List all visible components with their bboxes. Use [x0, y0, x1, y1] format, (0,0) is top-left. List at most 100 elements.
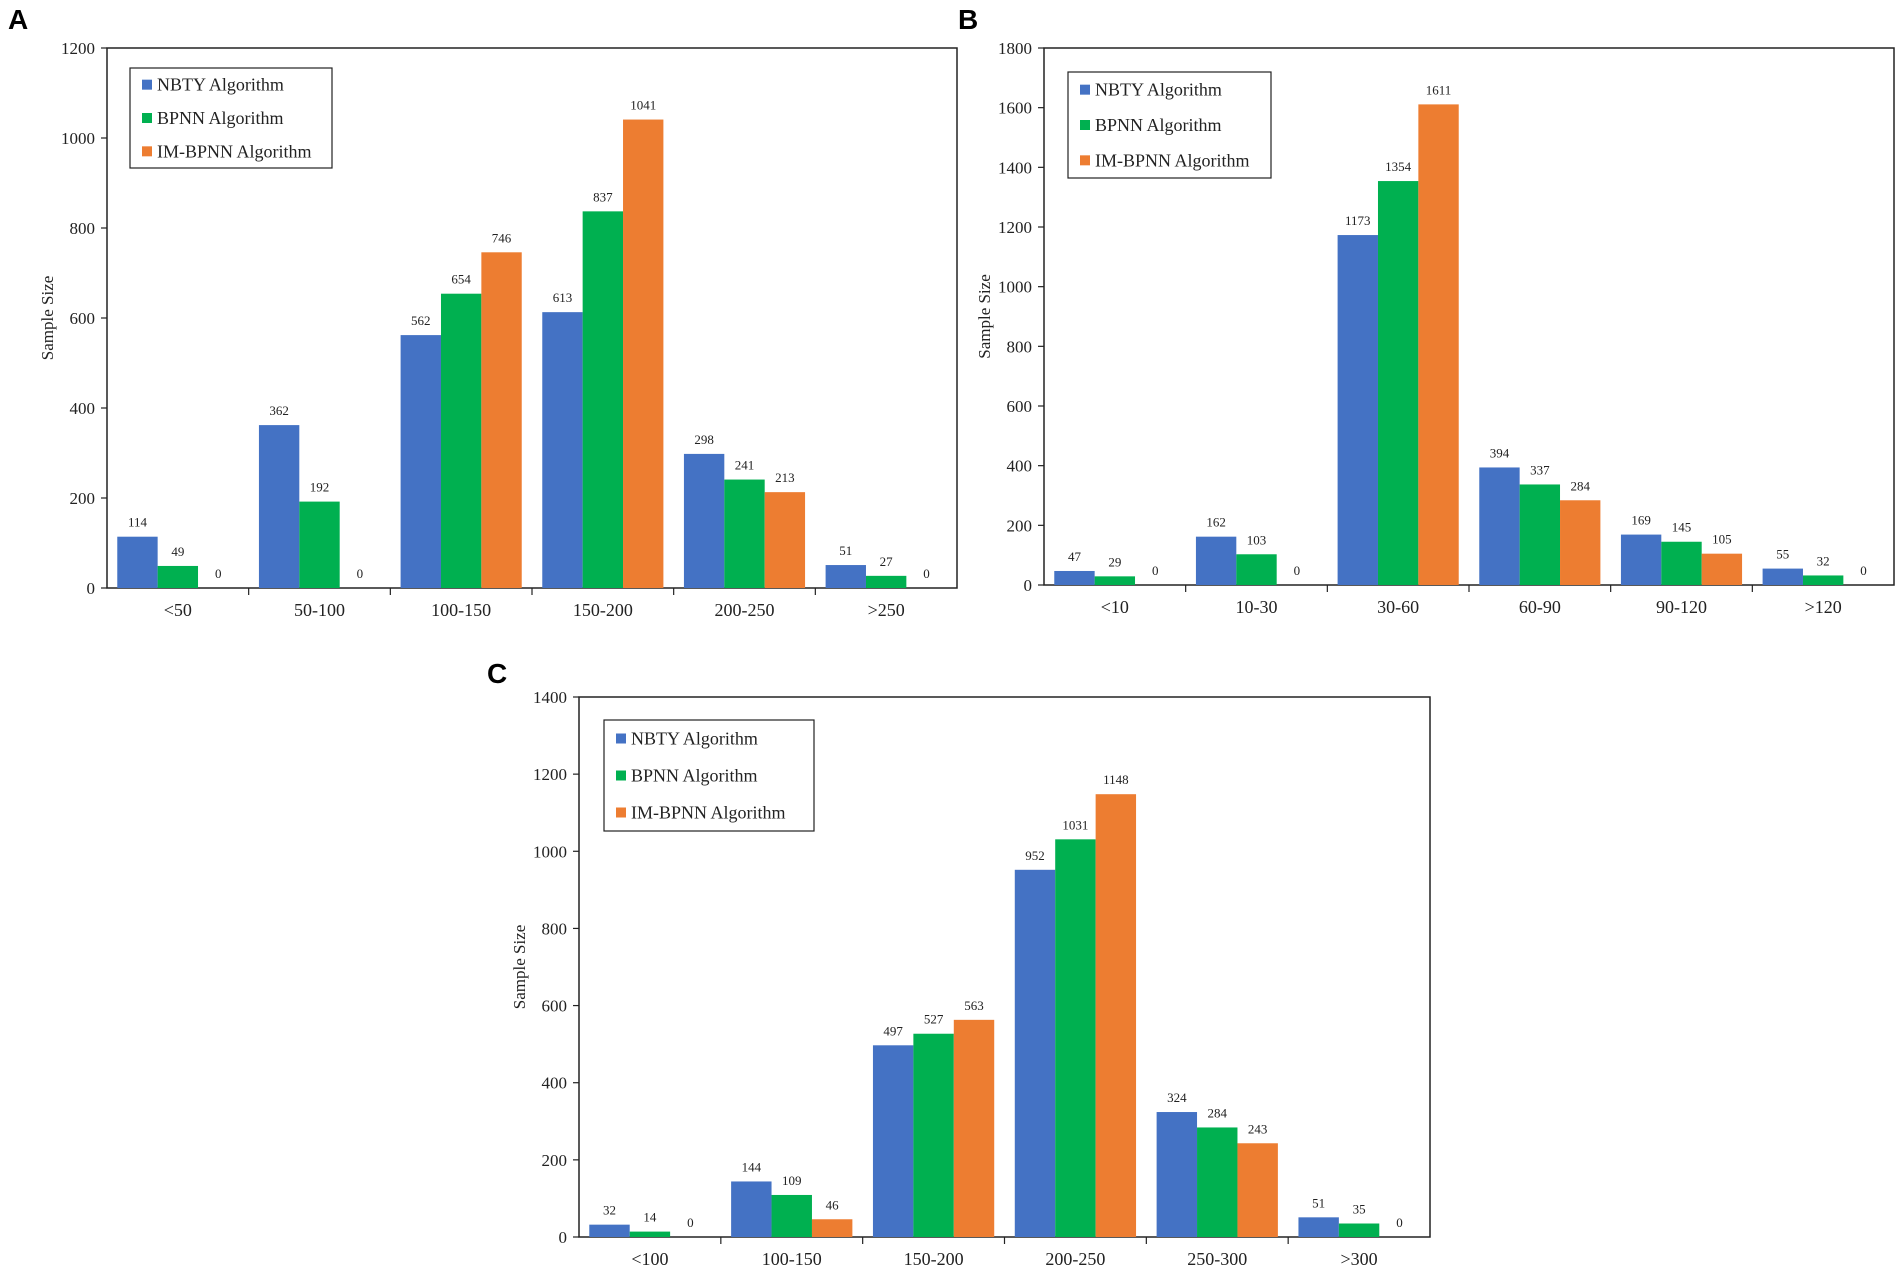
- data-label: 241: [735, 458, 755, 473]
- bar-bpnn-algorithm: [157, 565, 199, 588]
- bar-im-bpnn-algorithm: [481, 252, 522, 589]
- data-label: 32: [603, 1203, 616, 1218]
- bar-bpnn-algorithm: [1197, 1127, 1238, 1237]
- data-label: 0: [1152, 563, 1159, 578]
- bar-nbty-algorithm: [258, 425, 300, 588]
- data-label: 362: [269, 403, 289, 418]
- bar-bpnn-algorithm: [1661, 541, 1702, 585]
- x-tick-label: 90-120: [1656, 597, 1707, 617]
- y-tick-label: 200: [1007, 516, 1033, 535]
- legend-swatch: [616, 807, 626, 818]
- legend-swatch: [1080, 155, 1090, 166]
- legend-box: [129, 67, 333, 169]
- legend-label: IM-BPNN Algorithm: [1095, 150, 1250, 170]
- panel-letter-c: C: [487, 658, 508, 689]
- bar-im-bpnn-algorithm: [623, 119, 664, 589]
- y-tick-label: 600: [70, 309, 96, 328]
- y-tick-label: 1400: [998, 158, 1032, 177]
- bar-bpnn-algorithm: [1519, 484, 1561, 585]
- y-tick-label: 0: [1024, 576, 1033, 595]
- data-label: 243: [1248, 1121, 1268, 1136]
- bar-nbty-algorithm: [1620, 534, 1662, 585]
- data-label: 654: [451, 272, 471, 287]
- bar-bpnn-algorithm: [1377, 181, 1419, 585]
- bar-nbty-algorithm: [872, 1045, 914, 1237]
- bar-nbty-algorithm: [542, 312, 583, 588]
- data-label: 1354: [1385, 159, 1412, 174]
- x-tick-label: 150-200: [904, 1249, 964, 1269]
- data-label: 298: [694, 432, 714, 447]
- bar-bpnn-algorithm: [1338, 1223, 1380, 1237]
- bar-nbty-algorithm: [1195, 536, 1237, 585]
- data-label: 51: [839, 543, 852, 558]
- bar-bpnn-algorithm: [865, 575, 907, 588]
- y-tick-label: 0: [87, 579, 96, 598]
- data-label: 1611: [1426, 82, 1452, 97]
- legend-label: IM-BPNN Algorithm: [157, 141, 312, 161]
- y-tick-label: 1400: [533, 688, 567, 707]
- x-tick-label: >120: [1805, 597, 1842, 617]
- data-label: 613: [553, 290, 573, 305]
- data-label: 563: [964, 998, 984, 1013]
- bar-bpnn-algorithm: [629, 1231, 671, 1237]
- y-axis-label: Sample Size: [38, 276, 57, 361]
- legend-swatch: [616, 770, 626, 781]
- bar-im-bpnn-algorithm: [811, 1219, 853, 1237]
- y-tick-label: 1600: [998, 99, 1032, 118]
- data-label: 55: [1776, 547, 1789, 562]
- bar-nbty-algorithm: [731, 1181, 772, 1237]
- bar-nbty-algorithm: [1762, 568, 1803, 585]
- legend-swatch: [616, 733, 626, 744]
- bar-bpnn-algorithm: [299, 501, 340, 588]
- y-tick-label: 1000: [998, 278, 1032, 297]
- legend-swatch: [142, 146, 152, 157]
- bar-nbty-algorithm: [1479, 467, 1520, 585]
- legend-label: BPNN Algorithm: [631, 766, 758, 786]
- bar-nbty-algorithm: [1156, 1112, 1198, 1237]
- legend-swatch: [142, 113, 152, 123]
- data-label: 952: [1025, 848, 1045, 863]
- bar-im-bpnn-algorithm: [1418, 104, 1459, 585]
- data-label: 0: [1860, 563, 1867, 578]
- y-tick-label: 200: [70, 489, 96, 508]
- bar-bpnn-algorithm: [1094, 576, 1136, 585]
- x-tick-label: 200-250: [715, 600, 775, 620]
- x-tick-label: 10-30: [1236, 597, 1278, 617]
- bar-bpnn-algorithm: [724, 479, 765, 588]
- panel-letter-b: B: [958, 4, 979, 35]
- data-label: 144: [742, 1159, 762, 1174]
- data-label: 0: [687, 1215, 694, 1230]
- bar-bpnn-algorithm: [1055, 839, 1096, 1237]
- y-tick-label: 800: [542, 919, 568, 938]
- bar-nbty-algorithm: [400, 335, 441, 588]
- y-tick-label: 1200: [998, 218, 1032, 237]
- data-label: 29: [1108, 554, 1121, 569]
- y-tick-label: 1200: [61, 39, 95, 58]
- data-label: 51: [1312, 1195, 1325, 1210]
- data-label: 324: [1167, 1090, 1187, 1105]
- data-label: 105: [1712, 532, 1732, 547]
- data-label: 0: [215, 566, 222, 581]
- x-tick-label: 200-250: [1045, 1249, 1105, 1269]
- data-label: 1173: [1345, 213, 1371, 228]
- y-tick-label: 400: [1007, 457, 1033, 476]
- data-label: 213: [775, 470, 795, 485]
- data-label: 169: [1631, 513, 1651, 528]
- legend-label: NBTY Algorithm: [157, 75, 284, 95]
- y-tick-label: 200: [542, 1151, 568, 1170]
- panel-letter-a: A: [8, 4, 29, 35]
- legend-swatch: [1080, 120, 1090, 130]
- data-label: 337: [1530, 462, 1550, 477]
- x-tick-label: 250-300: [1187, 1249, 1247, 1269]
- y-tick-label: 600: [542, 997, 568, 1016]
- data-label: 14: [643, 1210, 657, 1225]
- y-tick-label: 400: [542, 1074, 568, 1093]
- x-tick-label: 100-150: [762, 1249, 822, 1269]
- data-label: 47: [1068, 549, 1082, 564]
- data-label: 394: [1490, 445, 1510, 460]
- legend-label: NBTY Algorithm: [631, 729, 758, 749]
- bar-nbty-algorithm: [1337, 235, 1378, 585]
- data-label: 0: [357, 566, 364, 581]
- y-tick-label: 1200: [533, 765, 567, 784]
